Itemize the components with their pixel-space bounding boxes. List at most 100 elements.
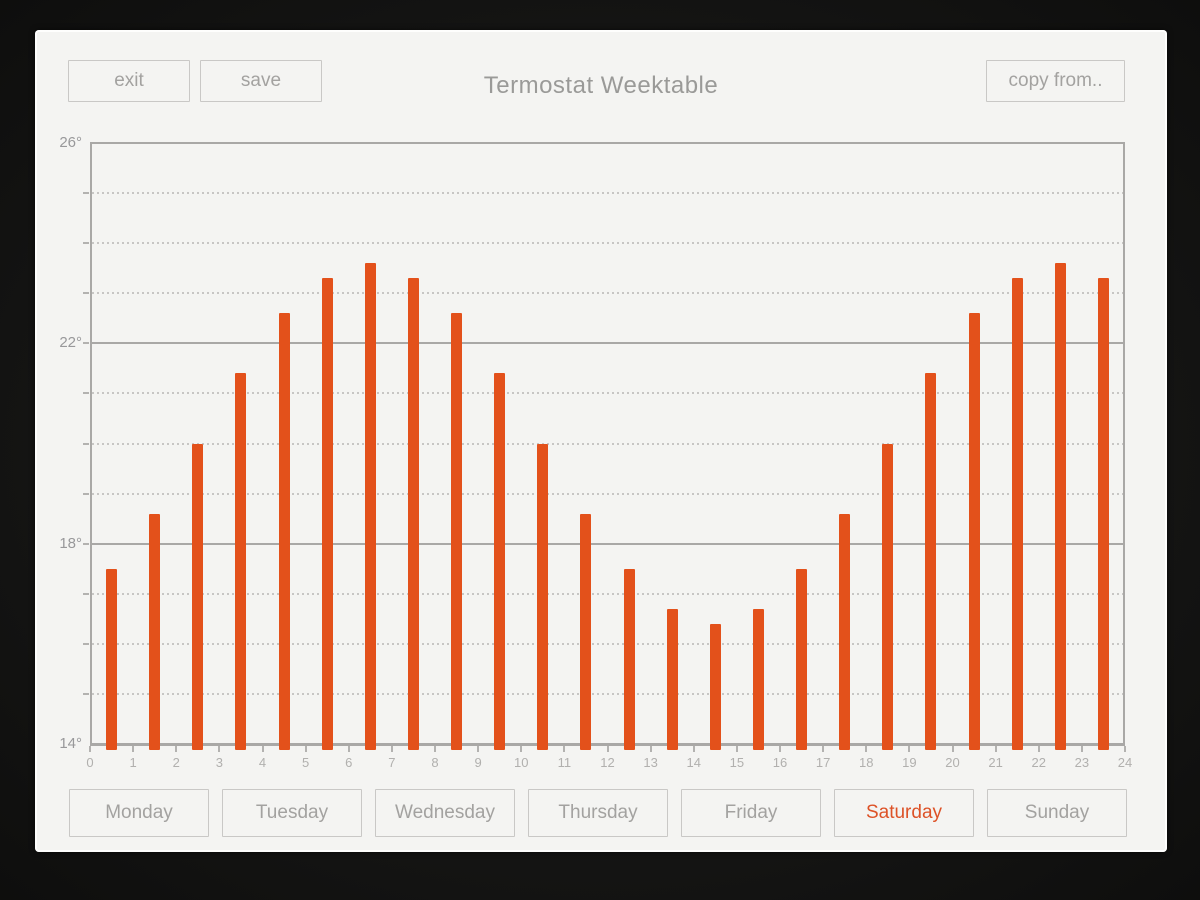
day-tab-sunday[interactable]: Sunday — [987, 789, 1127, 837]
x-tick-label: 4 — [258, 755, 267, 770]
x-axis-tick — [477, 746, 480, 752]
y-axis-tick — [83, 392, 89, 395]
x-axis-tick — [994, 746, 997, 752]
x-axis-tick — [865, 746, 868, 752]
x-tick-label: 14 — [686, 755, 701, 770]
x-axis-tick — [304, 746, 307, 752]
x-tick-label: 7 — [388, 755, 396, 770]
y-gridline-solid — [92, 342, 1125, 345]
x-tick-label: 1 — [129, 755, 137, 770]
bar-hour-10[interactable] — [537, 443, 549, 750]
bar-hour-7[interactable] — [407, 278, 419, 750]
day-tab-monday[interactable]: Monday — [69, 789, 209, 837]
bar-hour-16[interactable] — [796, 568, 808, 750]
exit-button[interactable]: exit — [68, 60, 190, 102]
x-tick-label: 24 — [1117, 755, 1133, 770]
x-axis-line — [90, 743, 1125, 746]
day-tab-friday[interactable]: Friday — [681, 789, 821, 837]
bar-hour-9[interactable] — [494, 373, 506, 750]
y-gridline-dotted — [92, 392, 1123, 395]
x-axis-tick — [822, 746, 825, 752]
bar-hour-0[interactable] — [106, 568, 118, 750]
x-tick-label: 22 — [1031, 755, 1046, 770]
y-axis-tick — [83, 342, 89, 345]
x-axis-tick — [1124, 746, 1126, 752]
x-tick-label: 6 — [345, 755, 353, 770]
bar-hour-20[interactable] — [968, 313, 980, 750]
x-tick-label: 15 — [729, 755, 745, 770]
x-tick-label: 12 — [600, 755, 615, 770]
bar-hour-1[interactable] — [149, 513, 161, 750]
copy-from-button[interactable]: copy from.. — [986, 60, 1125, 102]
bar-hour-8[interactable] — [451, 313, 463, 750]
y-axis-tick — [83, 592, 89, 595]
y-gridline-solid — [92, 542, 1125, 545]
y-axis-tick — [83, 192, 89, 195]
bar-hour-17[interactable] — [839, 513, 851, 750]
x-tick-label: 16 — [772, 755, 788, 770]
bar-hour-22[interactable] — [1054, 263, 1066, 750]
x-axis-tick — [218, 746, 221, 752]
y-tick-label: 18° — [59, 534, 82, 552]
bar-hour-23[interactable] — [1097, 278, 1109, 750]
x-tick-label: 21 — [988, 755, 1003, 770]
save-button[interactable]: save — [200, 60, 322, 102]
x-axis-tick — [434, 746, 436, 752]
bar-hour-4[interactable] — [278, 313, 290, 750]
day-tab-tuesday[interactable]: Tuesday — [222, 789, 362, 837]
bar-hour-2[interactable] — [192, 443, 204, 750]
x-axis-tick — [390, 746, 393, 752]
y-gridline-dotted — [92, 242, 1123, 245]
day-tab-wednesday[interactable]: Wednesday — [375, 789, 515, 837]
x-axis-tick — [951, 746, 954, 752]
y-gridline-dotted — [92, 192, 1123, 195]
x-axis-tick — [132, 746, 135, 752]
x-tick-label: 0 — [86, 755, 94, 770]
x-axis-tick — [606, 746, 609, 752]
x-tick-label: 3 — [215, 755, 223, 770]
day-tab-thursday[interactable]: Thursday — [528, 789, 668, 837]
x-axis-tick — [692, 746, 695, 752]
bar-hour-21[interactable] — [1011, 278, 1023, 750]
x-axis-tick — [735, 746, 738, 752]
x-axis-tick — [520, 746, 523, 752]
y-gridline-dotted — [92, 692, 1123, 695]
bar-hour-13[interactable] — [666, 608, 678, 750]
bar-hour-6[interactable] — [364, 263, 376, 750]
x-tick-label: 13 — [643, 755, 658, 770]
page-title: Termostat Weektable — [483, 72, 719, 99]
bar-hour-5[interactable] — [321, 278, 333, 750]
y-axis-tick — [83, 542, 89, 545]
x-axis-tick — [261, 746, 264, 752]
y-axis-tick — [83, 642, 89, 645]
x-axis-tick — [89, 746, 91, 752]
x-tick-label: 5 — [302, 755, 310, 770]
x-axis-tick — [347, 746, 350, 752]
x-tick-label: 20 — [945, 755, 960, 770]
y-tick-label: 22° — [59, 334, 82, 352]
y-axis-tick — [83, 242, 89, 245]
x-axis-tick — [563, 746, 566, 752]
bar-hour-3[interactable] — [235, 373, 247, 750]
day-tab-saturday[interactable]: Saturday — [834, 789, 974, 837]
y-gridline-dotted — [92, 492, 1123, 495]
y-axis-tick — [83, 692, 89, 695]
x-tick-label: 2 — [172, 755, 180, 770]
x-tick-label: 10 — [514, 755, 529, 770]
y-gridline-dotted — [92, 642, 1123, 645]
x-axis-tick — [908, 746, 911, 752]
x-tick-label: 19 — [902, 755, 917, 770]
y-gridline-dotted — [92, 292, 1123, 295]
bar-hour-19[interactable] — [925, 373, 937, 750]
x-tick-label: 8 — [431, 755, 439, 770]
y-tick-label: 26° — [59, 134, 82, 151]
bar-hour-11[interactable] — [580, 513, 592, 750]
bar-hour-14[interactable] — [709, 623, 721, 750]
x-axis-tick — [1080, 746, 1083, 752]
bar-hour-12[interactable] — [623, 568, 635, 750]
bar-hour-15[interactable] — [752, 608, 764, 750]
chart-frame-top — [90, 142, 1125, 144]
x-tick-label: 9 — [474, 755, 482, 770]
y-tick-label: 14° — [59, 735, 82, 752]
bar-hour-18[interactable] — [882, 443, 894, 750]
